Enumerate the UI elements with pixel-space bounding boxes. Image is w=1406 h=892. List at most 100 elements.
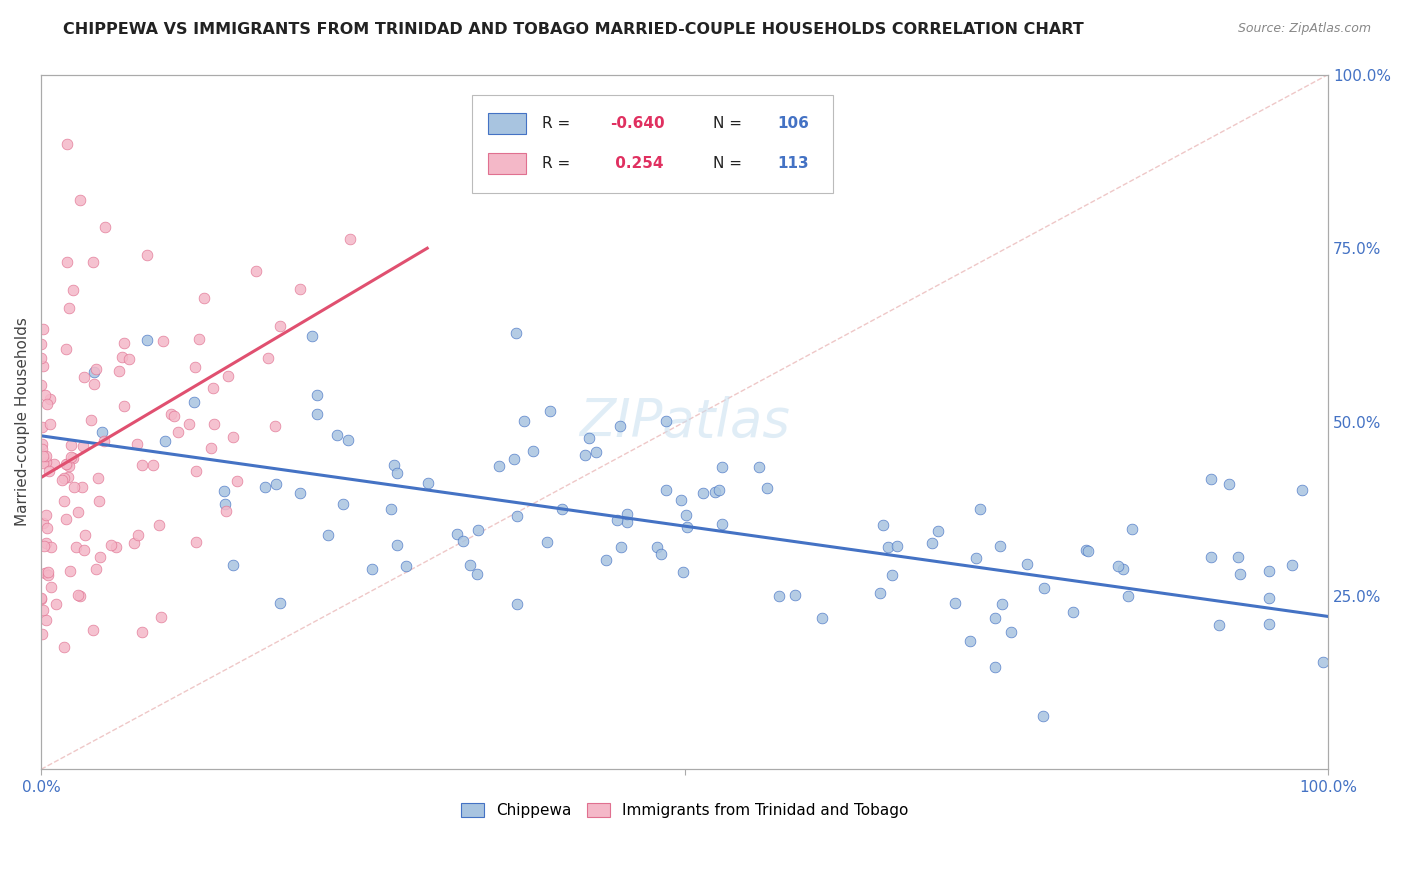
Point [94, 220, 117, 235]
Point [692, 486, 714, 500]
Point [305, 407, 328, 421]
Point [34, 566, 56, 581]
Point [35, 613, 58, 627]
Text: ZIPatlas: ZIPatlas [579, 396, 790, 448]
Text: CHIPPEWA VS IMMIGRANTS FROM TRINIDAD AND TOBAGO MARRIED-COUPLE HOUSEHOLDS CORREL: CHIPPEWA VS IMMIGRANTS FROM TRINIDAD AND… [63, 22, 1084, 37]
Point [506, 509, 529, 524]
Point [1000, 624, 1022, 639]
Point [783, 588, 806, 602]
Point [131, 625, 153, 640]
Point [31, 442, 53, 457]
Point [1312, 655, 1334, 669]
Point [616, 515, 638, 529]
Point [87, 471, 110, 485]
Point [606, 514, 628, 528]
Point [59, 438, 82, 452]
Point [55, 457, 77, 471]
Point [135, 248, 157, 262]
Point [1077, 544, 1099, 558]
Point [127, 528, 149, 542]
Point [111, 350, 134, 364]
Point [31, 449, 53, 463]
Point [217, 368, 239, 383]
Point [53, 640, 76, 655]
Point [551, 502, 574, 516]
Point [1258, 591, 1281, 605]
Point [37, 565, 59, 579]
Point [522, 444, 544, 458]
Point [34, 388, 56, 402]
Point [318, 528, 340, 542]
Point [69, 193, 91, 207]
Point [650, 547, 672, 561]
Point [65, 540, 87, 554]
Point [84, 362, 107, 376]
Point [669, 492, 692, 507]
Point [877, 541, 900, 555]
Point [131, 458, 153, 472]
Point [307, 388, 329, 402]
Point [609, 418, 631, 433]
Point [44, 458, 66, 472]
Point [395, 559, 418, 574]
Point [886, 539, 908, 553]
Point [82, 624, 104, 638]
Point [62, 283, 84, 297]
Point [380, 502, 402, 516]
Point [30, 351, 52, 366]
Point [655, 483, 678, 497]
Point [513, 414, 536, 428]
Point [32, 456, 55, 470]
Point [83, 377, 105, 392]
FancyBboxPatch shape [472, 95, 832, 193]
Point [536, 535, 558, 549]
Point [66, 588, 89, 602]
Point [959, 633, 981, 648]
Point [984, 660, 1007, 674]
Point [127, 437, 149, 451]
Point [152, 334, 174, 348]
FancyBboxPatch shape [488, 112, 526, 134]
Point [58, 459, 80, 474]
Point [89, 550, 111, 565]
Point [112, 335, 135, 350]
Legend: Chippewa, Immigrants from Trinidad and Tobago: Chippewa, Immigrants from Trinidad and T… [456, 797, 914, 824]
Point [503, 451, 526, 466]
Point [100, 538, 122, 552]
Point [288, 282, 311, 296]
Point [163, 409, 186, 423]
Point [31, 516, 53, 530]
Point [1199, 550, 1222, 565]
Point [1062, 605, 1084, 619]
Point [675, 508, 697, 522]
Point [93, 434, 115, 449]
Point [256, 351, 278, 365]
Point [58, 301, 80, 315]
Point [616, 508, 638, 522]
Point [988, 539, 1011, 553]
Point [32, 539, 55, 553]
Point [35, 455, 58, 469]
Point [66, 505, 89, 519]
Point [122, 536, 145, 550]
Point [32, 603, 55, 617]
Point [263, 419, 285, 434]
Point [184, 360, 207, 375]
Point [62, 450, 84, 465]
Point [645, 540, 668, 554]
Point [1229, 566, 1251, 581]
Point [538, 404, 561, 418]
Point [52, 494, 75, 508]
Point [86, 562, 108, 576]
Text: N =: N = [713, 116, 747, 130]
Point [186, 535, 208, 549]
Point [87, 493, 110, 508]
Point [927, 524, 949, 538]
Point [202, 417, 225, 431]
Point [1015, 557, 1038, 571]
Point [30, 377, 52, 392]
Point [73, 369, 96, 384]
Point [943, 596, 966, 610]
Y-axis label: Married-couple Households: Married-couple Households [15, 318, 30, 526]
Point [1281, 558, 1303, 572]
